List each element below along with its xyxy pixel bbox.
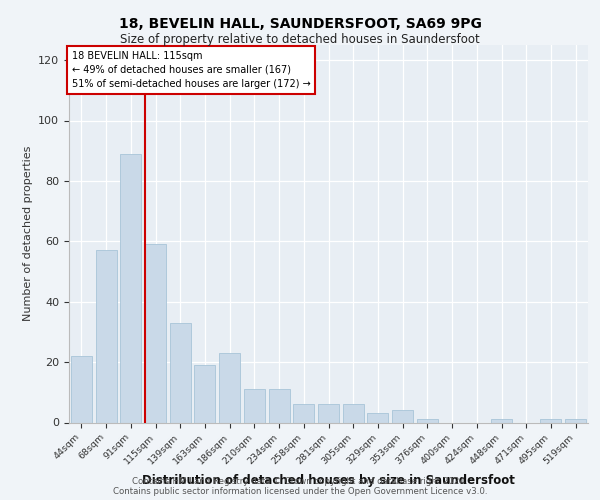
Bar [219,353,240,422]
Text: 18, BEVELIN HALL, SAUNDERSFOOT, SA69 9PG: 18, BEVELIN HALL, SAUNDERSFOOT, SA69 9PG [119,18,481,32]
Bar [145,244,166,422]
Bar [541,420,562,422]
Bar [293,404,314,422]
Bar [392,410,413,422]
Bar [170,323,191,422]
Bar [269,390,290,422]
Bar [244,390,265,422]
Bar [343,404,364,422]
Bar [367,414,388,422]
Bar [120,154,141,422]
Text: Size of property relative to detached houses in Saundersfoot: Size of property relative to detached ho… [120,32,480,46]
Bar [417,420,438,422]
Y-axis label: Number of detached properties: Number of detached properties [23,146,32,322]
Bar [95,250,116,422]
Text: Contains public sector information licensed under the Open Government Licence v3: Contains public sector information licen… [113,487,487,496]
Bar [491,420,512,422]
Text: 18 BEVELIN HALL: 115sqm
← 49% of detached houses are smaller (167)
51% of semi-d: 18 BEVELIN HALL: 115sqm ← 49% of detache… [71,50,310,88]
Bar [318,404,339,422]
Bar [194,365,215,422]
Bar [565,420,586,422]
Bar [71,356,92,422]
X-axis label: Distribution of detached houses by size in Saundersfoot: Distribution of detached houses by size … [142,474,515,487]
Text: Contains HM Land Registry data © Crown copyright and database right 2024.: Contains HM Land Registry data © Crown c… [132,477,468,486]
